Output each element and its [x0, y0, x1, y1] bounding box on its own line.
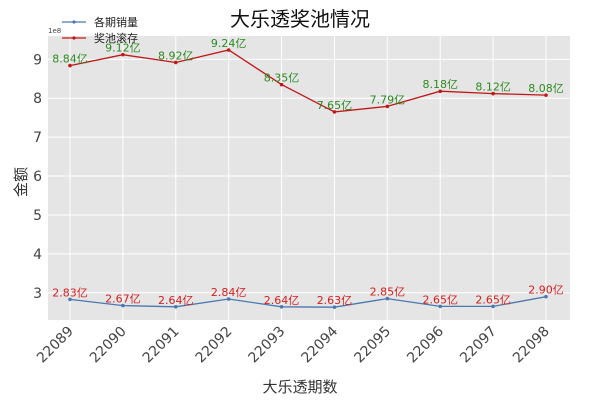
data-label: 8.84亿: [52, 53, 88, 66]
y-tick-label: 9: [33, 52, 42, 68]
data-label: 2.85亿: [370, 286, 406, 299]
data-label: 8.35亿: [264, 72, 300, 85]
data-label: 2.67亿: [105, 293, 141, 306]
y-scale-note: 1e8: [48, 27, 61, 35]
series-line-1: [69, 49, 547, 113]
legend-label-sales: 各期销量: [94, 15, 138, 29]
data-point: [173, 304, 178, 309]
x-axis-label: 大乐透期数: [262, 378, 337, 396]
data-point: [332, 110, 337, 114]
data-label: 8.92亿: [158, 49, 194, 62]
x-tick-label: 22091: [140, 324, 183, 367]
plot-area: [48, 36, 570, 320]
y-tick-label: 7: [33, 130, 42, 146]
data-point: [544, 93, 548, 97]
data-point: [279, 82, 284, 87]
y-axis-ticks: 3 4 5 6 7 8 9: [33, 52, 42, 301]
data-label: 2.64亿: [264, 294, 300, 307]
data-point: [121, 52, 125, 57]
y-tick-label: 6: [33, 169, 42, 185]
x-tick-label: 22097: [457, 324, 500, 367]
x-tick-label: 22090: [87, 324, 130, 367]
data-label: 8.12亿: [475, 81, 511, 94]
data-label: 9.24亿: [211, 37, 247, 50]
x-axis-ticks: 22089 22090 22091 22092 22093 22094 22095 22096…: [34, 323, 553, 366]
legend: 各期销量 奖池滚存: [62, 15, 138, 45]
x-tick-label: 22095: [351, 324, 394, 367]
data-point: [68, 297, 72, 302]
data-label: 7.65亿: [317, 99, 353, 112]
legend-marker-sales: [72, 20, 76, 24]
x-tick-label: 22092: [193, 324, 236, 367]
data-label: 2.65亿: [422, 293, 458, 306]
data-point: [544, 294, 548, 299]
data-point: [438, 89, 443, 94]
data-point: [279, 304, 284, 309]
legend-label-pool: 奖池滚存: [94, 31, 138, 45]
y-tick-label: 3: [33, 286, 42, 302]
data-point: [438, 304, 443, 309]
watermark: 知乎 @数字故事: [486, 367, 588, 384]
data-label: 2.84亿: [211, 286, 247, 299]
x-tick-label: 22089: [34, 324, 77, 367]
data-labels: 2.83亿 2.67亿 2.64亿 2.84亿 2.64亿 2.63亿 2.85亿 2.65亿…: [52, 37, 564, 307]
data-point: [385, 296, 390, 301]
data-point: [332, 305, 337, 309]
y-tick-label: 4: [33, 247, 42, 263]
data-point: [491, 304, 495, 309]
x-tick-label: 22094: [298, 323, 341, 366]
data-point: [491, 91, 495, 96]
y-axis-label: 金额: [12, 167, 30, 197]
y-tick-label: 5: [33, 208, 42, 224]
data-label: 2.63亿: [317, 294, 353, 307]
y-tick-label: 8: [33, 91, 42, 107]
data-point: [68, 63, 72, 68]
data-label: 9.12亿: [105, 42, 141, 55]
data-point: [121, 303, 125, 308]
data-point: [173, 60, 178, 65]
series-layer: [68, 48, 548, 309]
chart-title: 大乐透奖池情况: [230, 7, 370, 31]
data-label: 7.79亿: [370, 93, 406, 106]
series-line-0: [69, 296, 547, 308]
legend-marker-pool: [72, 36, 76, 40]
x-tick-label: 22098: [510, 324, 553, 367]
data-label: 2.90亿: [528, 284, 564, 297]
x-tick-label: 22096: [404, 323, 447, 366]
data-point: [226, 297, 231, 301]
data-label: 2.64亿: [158, 294, 194, 307]
data-point: [385, 104, 390, 109]
data-label: 8.18亿: [422, 78, 458, 91]
x-tick-label: 22093: [246, 324, 289, 367]
data-label: 8.08亿: [528, 82, 564, 95]
data-label: 2.65亿: [475, 293, 511, 306]
data-label: 2.83亿: [52, 286, 88, 299]
data-point: [226, 48, 231, 52]
